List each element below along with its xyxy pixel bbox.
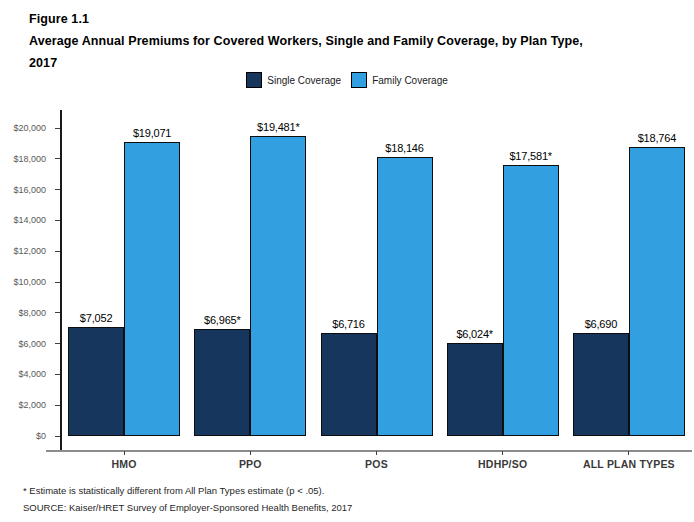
- x-axis-tick: [628, 451, 629, 455]
- x-axis-line: [46, 450, 692, 452]
- y-axis-tick-label: $4,000: [0, 369, 46, 379]
- x-axis-category-label: HDHP/SO: [441, 458, 565, 470]
- x-axis-category-label: POS: [315, 458, 439, 470]
- single-coverage-bar-hdhp-so: [447, 343, 503, 436]
- bar-value-label: $18,146: [360, 142, 450, 154]
- y-axis-tick: [55, 158, 60, 159]
- y-axis-tick: [55, 220, 60, 221]
- footnote-statistical: * Estimate is statistically different fr…: [23, 482, 673, 499]
- y-axis-line: [60, 110, 62, 450]
- y-axis-tick: [55, 374, 60, 375]
- bar-value-label: $18,764: [612, 132, 694, 144]
- chart-plot-area: $0 $2,000 $4,000 $6,000 $8,000 $10,000 $12,000…: [0, 0, 694, 522]
- y-axis-tick-label: $8,000: [0, 308, 46, 318]
- y-axis-tick-label: $14,000: [0, 215, 46, 225]
- single-coverage-bar-hmo: [68, 327, 124, 436]
- footnotes: * Estimate is statistically different fr…: [23, 482, 673, 516]
- y-axis-tick: [55, 405, 60, 406]
- bar-value-label: $19,481*: [233, 121, 323, 133]
- footnote-source: SOURCE: Kaiser/HRET Survey of Employer-S…: [23, 499, 673, 516]
- family-coverage-bar-all-plan-types: [629, 147, 685, 436]
- y-axis-tick: [55, 128, 60, 129]
- family-coverage-bar-hdhp-so: [503, 165, 559, 436]
- x-axis-category-label: ALL PLAN TYPES: [567, 458, 691, 470]
- family-coverage-bar-pos: [377, 157, 433, 436]
- y-axis-tick-label: $16,000: [0, 185, 46, 195]
- x-axis-category-label: HMO: [62, 458, 186, 470]
- family-coverage-bar-hmo: [124, 142, 180, 436]
- bar-value-label: $19,071: [107, 127, 197, 139]
- x-axis-tick: [376, 451, 377, 455]
- y-axis-tick: [55, 282, 60, 283]
- single-coverage-bar-all-plan-types: [573, 333, 629, 436]
- single-coverage-bar-pos: [321, 333, 377, 436]
- x-axis-tick: [502, 451, 503, 455]
- x-axis-tick: [250, 451, 251, 455]
- y-axis-tick-label: $2,000: [0, 400, 46, 410]
- family-coverage-bar-ppo: [250, 136, 306, 436]
- y-axis-tick-label: $10,000: [0, 277, 46, 287]
- x-axis-category-label: PPO: [188, 458, 312, 470]
- y-axis-tick-label: $12,000: [0, 246, 46, 256]
- y-axis-tick-label: $6,000: [0, 339, 46, 349]
- bar-value-label: $17,581*: [486, 150, 576, 162]
- y-axis-tick-label: $20,000: [0, 123, 46, 133]
- figure-canvas: Figure 1.1 Average Annual Premiums for C…: [0, 0, 694, 522]
- y-axis-tick: [55, 343, 60, 344]
- single-coverage-bar-ppo: [194, 329, 250, 436]
- y-axis-tick-label: $18,000: [0, 154, 46, 164]
- y-axis-tick: [55, 436, 60, 437]
- y-axis-tick-label: $0: [0, 431, 46, 441]
- y-axis-tick: [55, 189, 60, 190]
- y-axis-tick: [55, 251, 60, 252]
- x-axis-tick: [124, 451, 125, 455]
